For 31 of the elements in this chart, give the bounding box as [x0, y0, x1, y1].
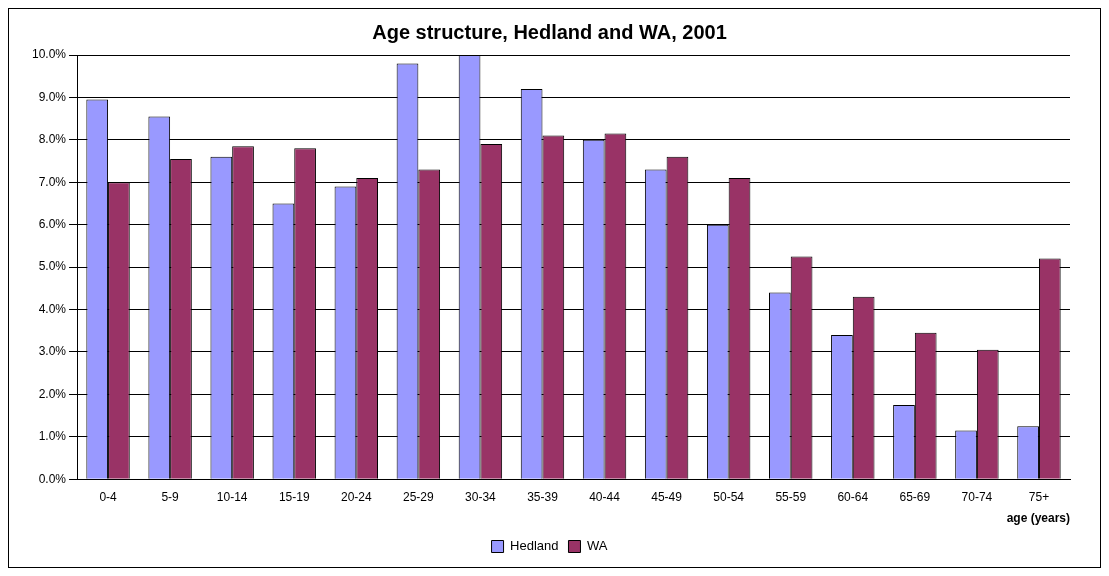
y-tick-label: 7.0% [38, 174, 67, 189]
x-tick-label: 10-14 [216, 489, 248, 504]
y-tick-label: 5.0% [38, 259, 67, 274]
y-tick-label: 6.0% [38, 216, 67, 231]
x-tick-label: 30-34 [465, 489, 497, 504]
y-tick-label: 3.0% [38, 344, 67, 359]
x-tick-label: 20-24 [340, 489, 372, 504]
y-tick-label: 0.0% [38, 471, 67, 486]
x-tick-label: 70-74 [961, 489, 993, 504]
x-tick-label: 45-49 [651, 489, 683, 504]
y-tick-label: 8.0% [38, 132, 67, 147]
chart-title: Age structure, Hedland and WA, 2001 [372, 20, 727, 43]
y-tick-label: 1.0% [38, 429, 67, 444]
y-tick-label: 2.0% [38, 386, 67, 401]
x-tick-label: 15-19 [278, 489, 310, 504]
x-axis-title: age (years) [1006, 511, 1070, 526]
y-tick-label: 4.0% [38, 301, 67, 316]
x-tick-label: 55-59 [775, 489, 807, 504]
x-tick-label: 5-9 [161, 489, 180, 504]
legend-label: Hedland [510, 538, 559, 554]
x-tick-label: 75+ [1028, 489, 1050, 504]
y-tick-label: 10.0% [31, 47, 67, 62]
x-tick-label: 50-54 [713, 489, 745, 504]
y-tick-label: 9.0% [38, 89, 67, 104]
x-tick-label: 65-69 [899, 489, 931, 504]
x-tick-label: 25-29 [403, 489, 435, 504]
x-tick-label: 40-44 [589, 489, 621, 504]
x-tick-label: 35-39 [527, 489, 559, 504]
legend-label: WA [586, 538, 608, 554]
x-tick-label: 60-64 [837, 489, 869, 504]
x-tick-label: 0-4 [99, 489, 118, 504]
